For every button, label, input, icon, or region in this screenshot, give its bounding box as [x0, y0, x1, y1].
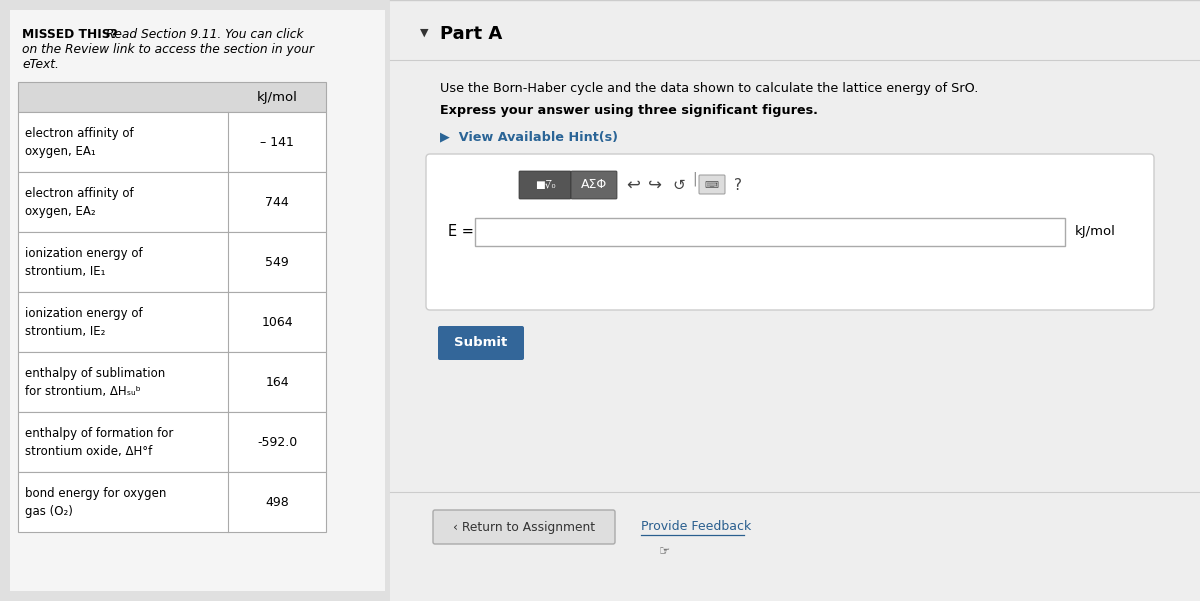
Text: ↩: ↩ — [626, 176, 640, 194]
FancyBboxPatch shape — [433, 510, 616, 544]
Text: on the Review link to access the section in your: on the Review link to access the section… — [22, 43, 314, 56]
Text: electron affinity of
oxygen, EA₂: electron affinity of oxygen, EA₂ — [25, 186, 133, 218]
FancyBboxPatch shape — [426, 154, 1154, 310]
Text: E =: E = — [448, 224, 474, 239]
Text: 549: 549 — [265, 255, 289, 269]
FancyBboxPatch shape — [18, 292, 326, 352]
Text: Express your answer using three significant figures.: Express your answer using three signific… — [440, 104, 818, 117]
Text: kJ/mol: kJ/mol — [1075, 225, 1116, 237]
FancyBboxPatch shape — [390, 0, 1200, 601]
Text: ▶  View Available Hint(s): ▶ View Available Hint(s) — [440, 130, 618, 143]
FancyBboxPatch shape — [698, 175, 725, 194]
Text: enthalpy of sublimation
for strontium, ΔHₛᵤᵇ: enthalpy of sublimation for strontium, Δ… — [25, 367, 166, 397]
Text: – 141: – 141 — [260, 135, 294, 148]
Text: bond energy for oxygen
gas (O₂): bond energy for oxygen gas (O₂) — [25, 486, 167, 517]
Text: Read Section 9.11. You can click: Read Section 9.11. You can click — [102, 28, 304, 41]
Text: eText.: eText. — [22, 58, 59, 71]
Text: Part A: Part A — [440, 25, 503, 43]
Text: 498: 498 — [265, 495, 289, 508]
Text: -592.0: -592.0 — [257, 436, 298, 448]
Text: 1064: 1064 — [262, 316, 293, 329]
FancyBboxPatch shape — [18, 82, 326, 112]
Text: 164: 164 — [265, 376, 289, 388]
FancyBboxPatch shape — [520, 171, 571, 199]
Text: Submit: Submit — [455, 337, 508, 350]
Text: Provide Feedback: Provide Feedback — [641, 520, 751, 534]
Text: ↪: ↪ — [648, 176, 662, 194]
FancyBboxPatch shape — [18, 412, 326, 472]
Text: ⌨: ⌨ — [704, 180, 719, 190]
Text: ■√̅₀: ■√̅₀ — [535, 180, 556, 190]
FancyBboxPatch shape — [18, 352, 326, 412]
FancyBboxPatch shape — [18, 112, 326, 172]
Text: electron affinity of
oxygen, EA₁: electron affinity of oxygen, EA₁ — [25, 126, 133, 157]
FancyBboxPatch shape — [18, 472, 326, 532]
Text: MISSED THIS?: MISSED THIS? — [22, 28, 118, 41]
Text: ionization energy of
strontium, IE₁: ionization energy of strontium, IE₁ — [25, 246, 143, 278]
FancyBboxPatch shape — [18, 172, 326, 232]
FancyBboxPatch shape — [438, 326, 524, 360]
Text: ▼: ▼ — [420, 28, 428, 38]
Text: ↺: ↺ — [672, 177, 685, 192]
FancyBboxPatch shape — [18, 232, 326, 292]
Text: AΣΦ: AΣΦ — [581, 178, 607, 192]
FancyBboxPatch shape — [10, 10, 385, 591]
Text: |: | — [692, 172, 697, 186]
Text: ☞: ☞ — [659, 545, 671, 558]
Text: ionization energy of
strontium, IE₂: ionization energy of strontium, IE₂ — [25, 307, 143, 338]
Text: 744: 744 — [265, 195, 289, 209]
Text: enthalpy of formation for
strontium oxide, ΔH°f: enthalpy of formation for strontium oxid… — [25, 427, 173, 457]
FancyBboxPatch shape — [571, 171, 617, 199]
Text: Use the Born-Haber cycle and the data shown to calculate the lattice energy of S: Use the Born-Haber cycle and the data sh… — [440, 82, 978, 95]
Text: ‹ Return to Assignment: ‹ Return to Assignment — [452, 520, 595, 534]
FancyBboxPatch shape — [475, 218, 1066, 246]
Text: ?: ? — [734, 177, 742, 192]
Text: kJ/mol: kJ/mol — [257, 91, 298, 103]
